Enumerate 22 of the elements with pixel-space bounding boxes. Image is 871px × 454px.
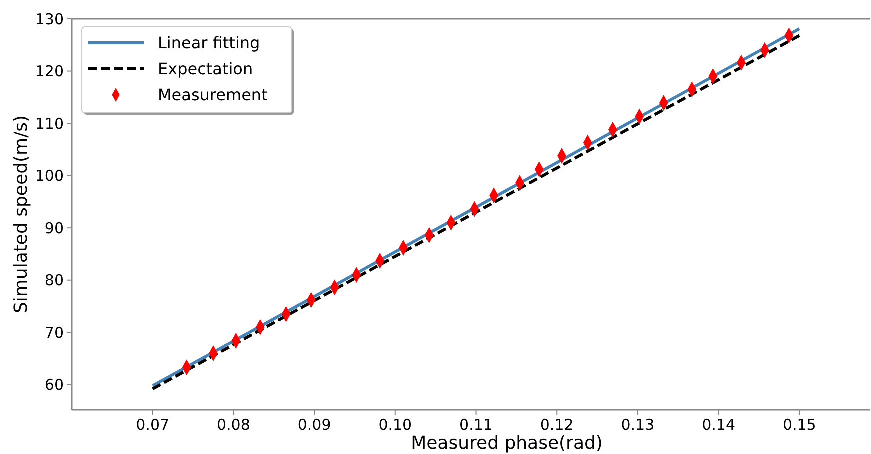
y-tick-label: 70 [44, 324, 64, 342]
legend-label: Measurement [158, 86, 268, 105]
y-tick-label: 120 [35, 62, 64, 81]
x-tick-label: 0.14 [702, 416, 736, 434]
x-tick-label: 0.10 [378, 416, 412, 434]
x-tick-label: 0.13 [621, 416, 655, 434]
y-tick-label: 110 [35, 114, 64, 133]
x-tick-label: 0.09 [298, 416, 332, 434]
x-tick-label: 0.12 [540, 416, 574, 434]
y-tick-label: 80 [44, 272, 64, 290]
legend-label: Expectation [158, 60, 254, 79]
y-tick-label: 130 [35, 10, 64, 28]
x-tick-label: 0.07 [136, 416, 170, 434]
y-tick-label: 100 [35, 167, 64, 186]
x-tick-label: 0.11 [460, 416, 493, 434]
y-tick-label: 60 [44, 376, 64, 394]
x-axis-title: Measured phase(rad) [411, 433, 603, 454]
y-axis-title: Simulated speed(m/s) [11, 115, 32, 314]
y-tick-label: 90 [44, 219, 64, 238]
x-tick-label: 0.15 [782, 416, 816, 434]
legend-label: Linear fitting [158, 34, 260, 53]
x-tick-label: 0.08 [217, 416, 250, 434]
